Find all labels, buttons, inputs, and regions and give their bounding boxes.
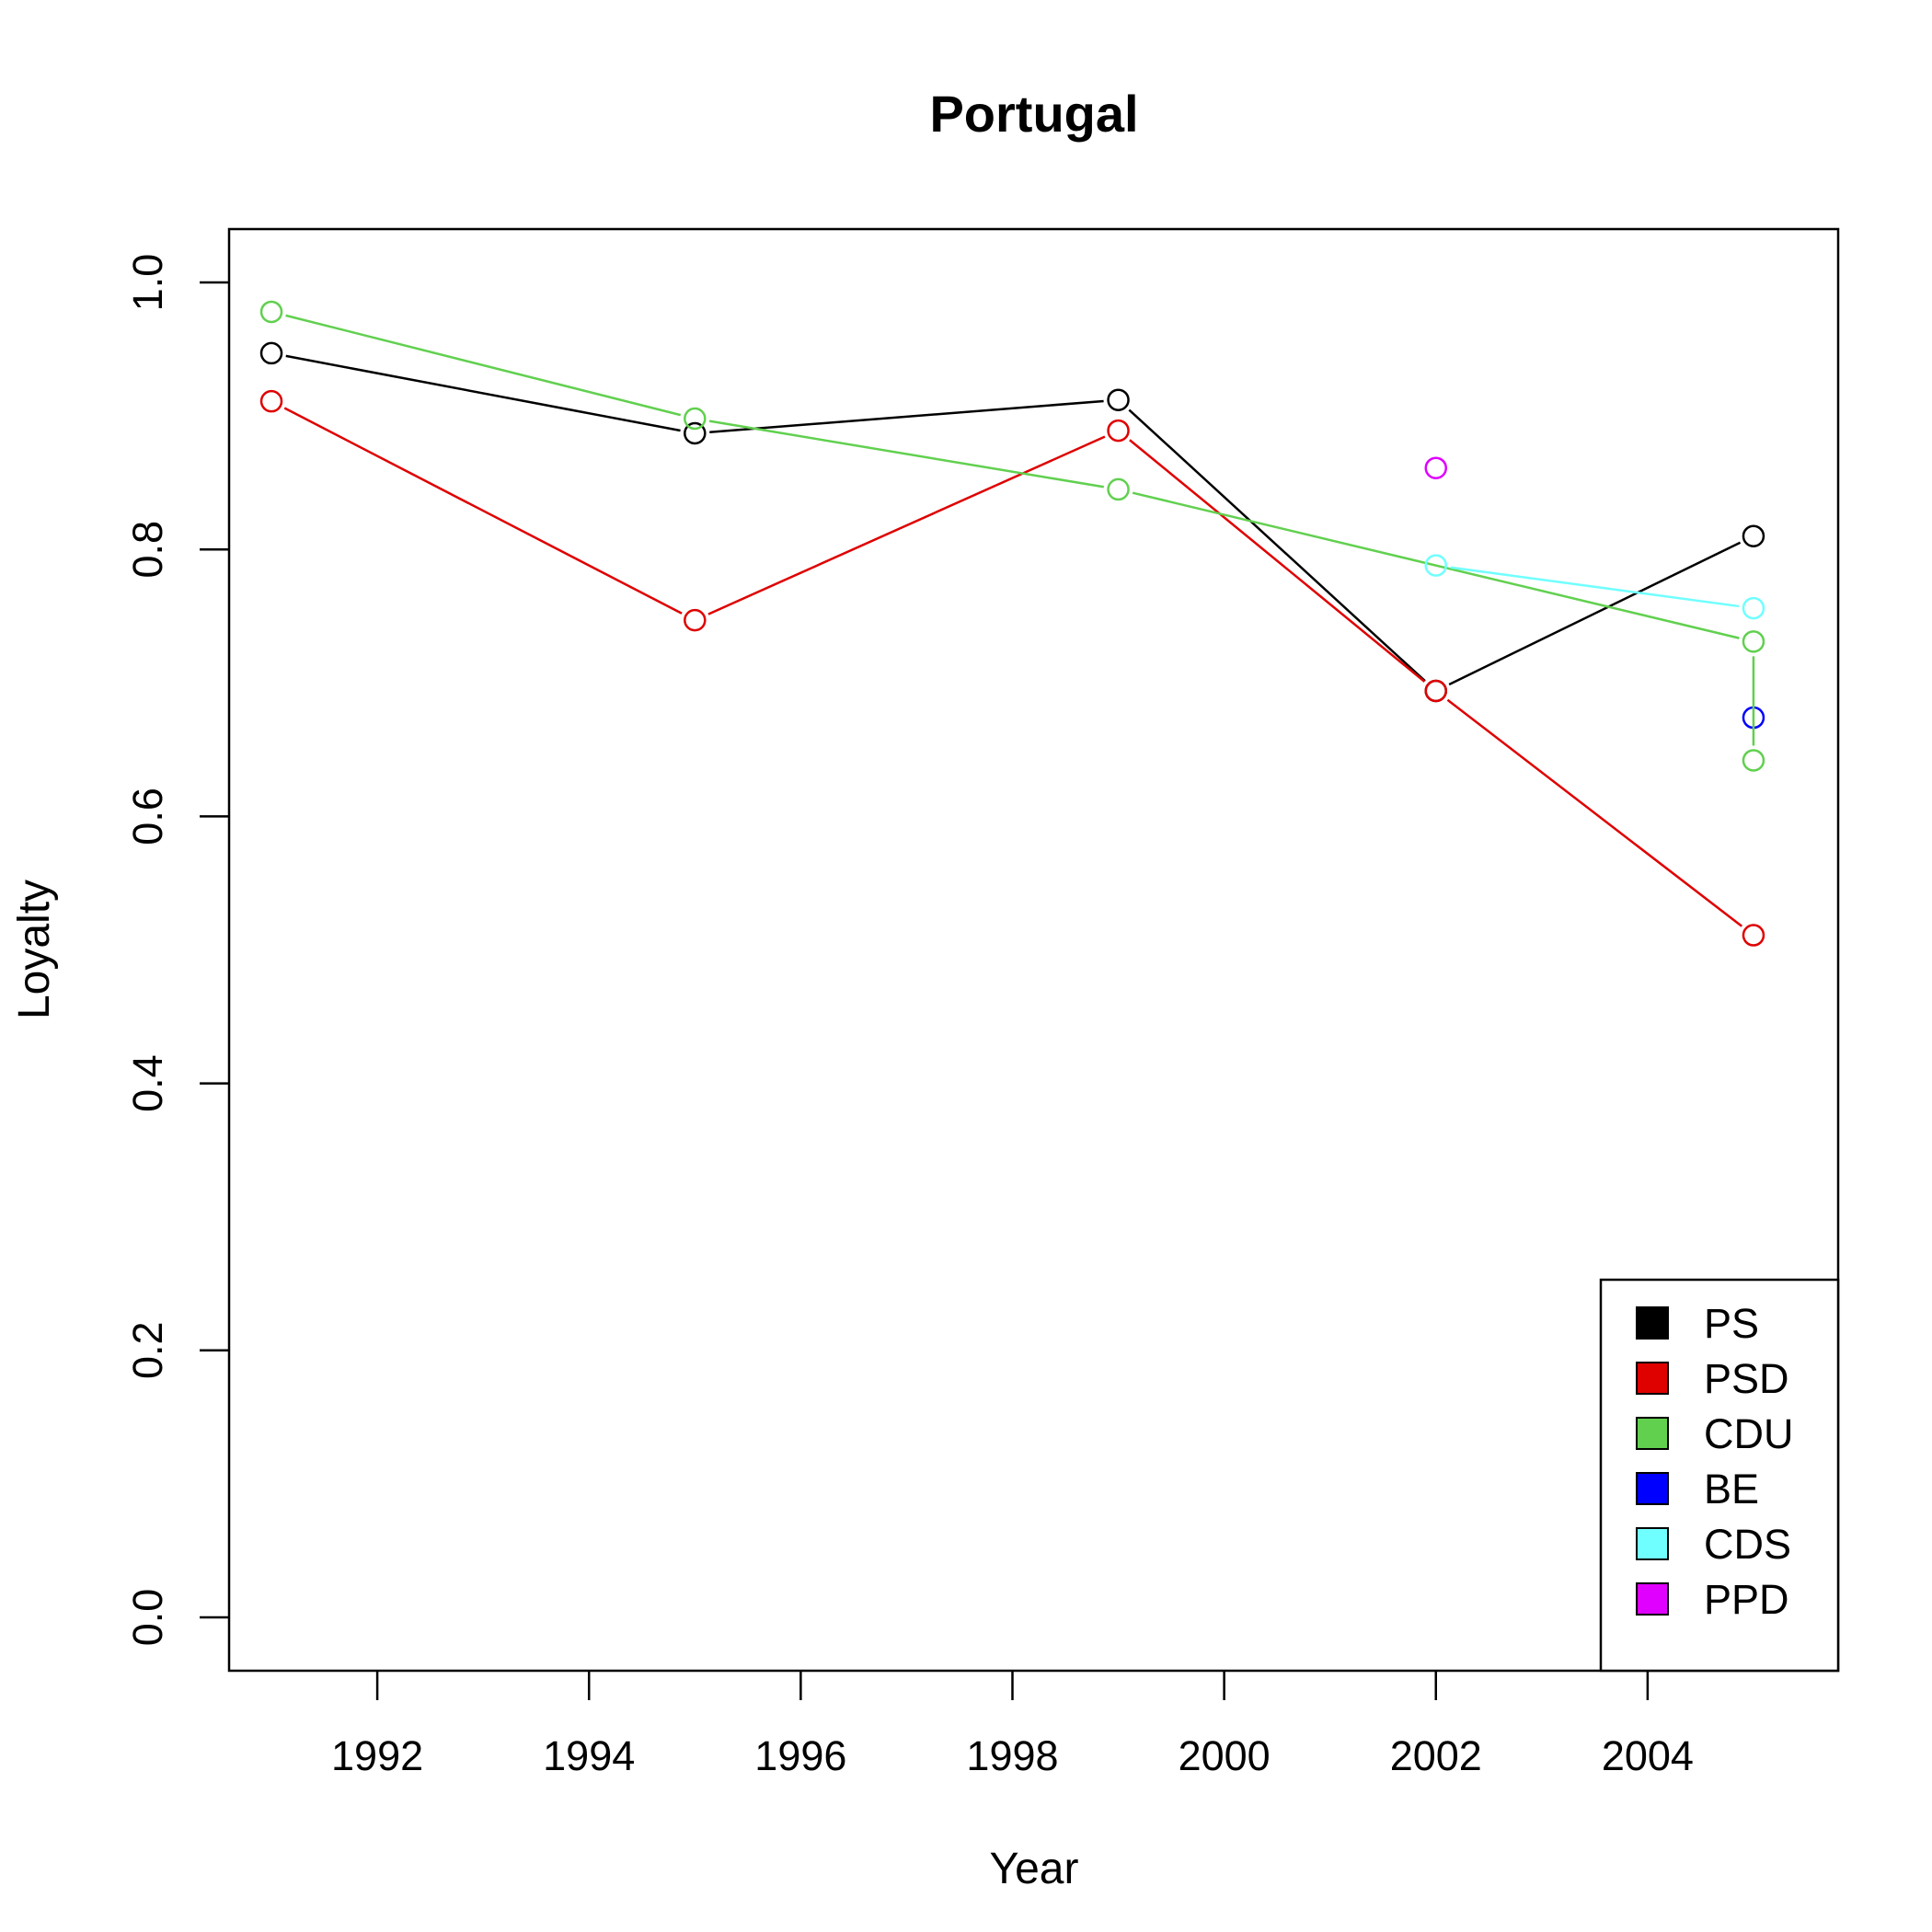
point-cds bbox=[1742, 596, 1765, 620]
series-layer bbox=[259, 300, 1765, 947]
series-line-cds bbox=[1450, 566, 1740, 608]
legend-label: CDS bbox=[1704, 1521, 1791, 1568]
legend-items: PS PSD CDU BE CDS PPD bbox=[1636, 1300, 1794, 1623]
point-ps bbox=[259, 341, 283, 365]
x-tick-label: 1998 bbox=[966, 1732, 1058, 1779]
y-axis-title: Loyalty bbox=[10, 880, 59, 1019]
chart-title: Portugal bbox=[929, 85, 1138, 143]
series-line-ps bbox=[1448, 541, 1742, 686]
series-line-ps bbox=[1128, 408, 1426, 683]
series-line-psd bbox=[1446, 698, 1743, 927]
legend-label: CDU bbox=[1704, 1410, 1794, 1457]
point-psd bbox=[259, 389, 283, 413]
series-line-cdu bbox=[1132, 491, 1740, 639]
series-line-psd bbox=[283, 407, 683, 615]
point-cds bbox=[1424, 554, 1447, 577]
series-line-cdu bbox=[285, 314, 682, 417]
point-cdu bbox=[684, 407, 707, 431]
x-tick-label: 2000 bbox=[1179, 1732, 1271, 1779]
x-tick-label: 2004 bbox=[1602, 1732, 1694, 1779]
point-ppd bbox=[1424, 456, 1447, 479]
legend: PS PSD CDU BE CDS PPD bbox=[1599, 1278, 1840, 1673]
legend-swatch-ps bbox=[1636, 1306, 1669, 1340]
point-cdu bbox=[1742, 630, 1765, 653]
y-tick-label: 1.0 bbox=[124, 254, 171, 312]
series-line-ps bbox=[709, 399, 1104, 433]
legend-swatch-ppd bbox=[1636, 1582, 1669, 1616]
x-tick-label: 1992 bbox=[331, 1732, 423, 1779]
series-line-ps bbox=[285, 354, 681, 432]
plot-frame bbox=[227, 227, 1840, 1673]
y-tick-label: 0.8 bbox=[124, 521, 171, 579]
legend-label: BE bbox=[1704, 1466, 1759, 1512]
legend-label: PS bbox=[1704, 1300, 1759, 1347]
point-ps bbox=[1742, 524, 1765, 547]
legend-swatch-cds bbox=[1636, 1527, 1669, 1560]
point-ps bbox=[684, 421, 707, 445]
y-tick-label: 0.0 bbox=[124, 1589, 171, 1647]
series-line-cdu bbox=[708, 420, 1104, 489]
point-psd bbox=[684, 608, 707, 632]
point-ps bbox=[1107, 388, 1130, 411]
legend-swatch-be bbox=[1636, 1472, 1669, 1505]
legend-label: PSD bbox=[1704, 1355, 1789, 1402]
x-tick-label: 1996 bbox=[754, 1732, 846, 1779]
y-tick-label: 0.2 bbox=[124, 1321, 171, 1379]
legend-swatch-cdu bbox=[1636, 1417, 1669, 1450]
x-tick-label: 1994 bbox=[543, 1732, 635, 1779]
axis-layer: 1992 1994 1996 1998 2000 2002 2004 0.0 0.2 0.4 0.6… bbox=[124, 254, 1694, 1779]
legend-label: PPD bbox=[1704, 1576, 1789, 1623]
x-axis-title: Year bbox=[990, 1845, 1079, 1893]
point-psd bbox=[1107, 419, 1130, 443]
x-tick-label: 2002 bbox=[1390, 1732, 1482, 1779]
point-cdu bbox=[1107, 477, 1130, 501]
y-tick-label: 0.6 bbox=[124, 788, 171, 845]
point-psd bbox=[1742, 924, 1765, 947]
series-line-psd bbox=[707, 435, 1106, 615]
legend-swatch-psd bbox=[1636, 1362, 1669, 1395]
point-cdu bbox=[259, 300, 283, 324]
point-psd bbox=[1424, 679, 1447, 703]
y-tick-label: 0.4 bbox=[124, 1054, 171, 1112]
series-line-psd bbox=[1129, 439, 1426, 683]
point-cdu bbox=[1742, 749, 1765, 772]
